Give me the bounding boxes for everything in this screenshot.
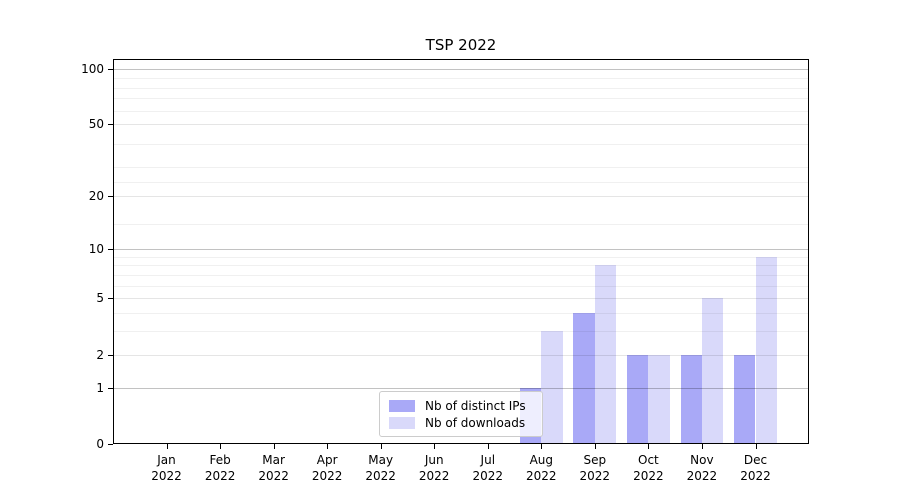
x-tick-mark-oct	[648, 444, 650, 449]
gridline-59	[114, 111, 808, 112]
y-tick-label-5: 5	[96, 291, 104, 306]
gridline-29	[114, 167, 808, 169]
y-tick-mark-0	[108, 444, 113, 445]
x-tick-label-aug: Aug 2022	[526, 453, 557, 483]
plot-area: Nb of distinct IPs Nb of downloads	[113, 59, 809, 444]
legend: Nb of distinct IPs Nb of downloads	[379, 391, 543, 437]
y-tick-label-100: 100	[81, 61, 104, 76]
y-tick-label-50: 50	[88, 117, 104, 132]
gridline-4	[114, 313, 808, 315]
bar-nb-of-distinct-ips-nov	[680, 354, 702, 443]
x-tick-label-jul: Jul 2022	[472, 453, 504, 483]
x-tick-label-feb: Feb 2022	[204, 453, 236, 483]
x-tick-label-sep: Sep 2022	[579, 453, 611, 483]
x-tick-mark-mar	[273, 444, 275, 449]
y-tick-mark-100	[108, 68, 113, 70]
chart-title: TSP 2022	[425, 36, 497, 54]
gridline-1	[114, 387, 808, 389]
x-tick-mark-dec	[755, 444, 757, 449]
gridline-8	[114, 265, 808, 267]
legend-label-downloads: Nb of downloads	[425, 416, 526, 430]
legend-entry-distinct-ips: Nb of distinct IPs	[389, 399, 533, 413]
x-tick-label-may: May 2022	[365, 453, 396, 483]
x-tick-label-nov: Nov 2022	[686, 453, 718, 483]
gridline-50	[114, 124, 808, 126]
x-tick-mark-may	[380, 444, 382, 449]
x-tick-mark-feb	[220, 444, 222, 449]
gridline-3	[114, 331, 808, 333]
bar-nb-of-distinct-ips-sep	[573, 313, 595, 443]
gridline-100	[114, 68, 808, 70]
y-tick-label-20: 20	[88, 189, 104, 204]
gridline-10	[114, 248, 808, 250]
y-tick-mark-2	[108, 354, 113, 356]
x-tick-mark-nov	[701, 444, 703, 449]
gridline-89	[114, 78, 808, 79]
x-tick-mark-sep	[594, 444, 596, 449]
gridline-2	[114, 354, 808, 356]
gridline-24	[114, 182, 808, 184]
gridline-69	[114, 98, 808, 100]
bar-nb-of-downloads-oct	[648, 354, 670, 443]
x-tick-label-jun: Jun 2022	[418, 453, 450, 483]
y-tick-label-2: 2	[96, 347, 104, 362]
x-tick-mark-aug	[541, 444, 543, 449]
x-tick-label-dec: Dec 2022	[740, 453, 771, 483]
y-tick-mark-10	[108, 248, 113, 250]
y-tick-mark-50	[108, 124, 113, 126]
legend-swatch-downloads-icon	[389, 417, 415, 429]
gridline-6	[114, 285, 808, 287]
bar-nb-of-downloads-sep	[594, 265, 617, 443]
y-tick-mark-5	[108, 298, 113, 300]
x-tick-mark-jul	[487, 444, 489, 449]
y-tick-mark-20	[108, 196, 113, 198]
y-tick-label-10: 10	[88, 241, 104, 256]
bar-nb-of-downloads-aug	[541, 331, 563, 443]
gridline-7	[114, 274, 808, 276]
y-tick-label-1: 1	[96, 380, 104, 395]
x-tick-label-jan: Jan 2022	[151, 453, 182, 483]
gridline-9	[114, 256, 808, 258]
gridline-79	[114, 87, 808, 89]
x-tick-mark-apr	[327, 444, 329, 449]
bar-nb-of-downloads-nov	[701, 298, 724, 443]
x-tick-label-oct: Oct 2022	[633, 453, 664, 483]
gridline-5	[114, 298, 808, 300]
gridline-20	[114, 196, 808, 198]
bar-nb-of-downloads-dec	[755, 256, 777, 443]
y-tick-label-0: 0	[96, 437, 104, 451]
x-tick-label-mar: Mar 2022	[258, 453, 289, 483]
legend-label-distinct-ips: Nb of distinct IPs	[425, 399, 526, 413]
legend-swatch-distinct-ips-icon	[389, 400, 415, 412]
bar-nb-of-distinct-ips-oct	[627, 354, 649, 443]
x-tick-mark-jan	[166, 444, 168, 449]
gridline-14	[114, 223, 808, 225]
gridline-39	[114, 143, 808, 145]
x-tick-mark-jun	[434, 444, 436, 449]
legend-entry-downloads: Nb of downloads	[389, 416, 533, 430]
y-tick-mark-1	[108, 387, 113, 389]
bar-nb-of-distinct-ips-dec	[734, 354, 756, 443]
x-tick-label-apr: Apr 2022	[311, 453, 343, 483]
